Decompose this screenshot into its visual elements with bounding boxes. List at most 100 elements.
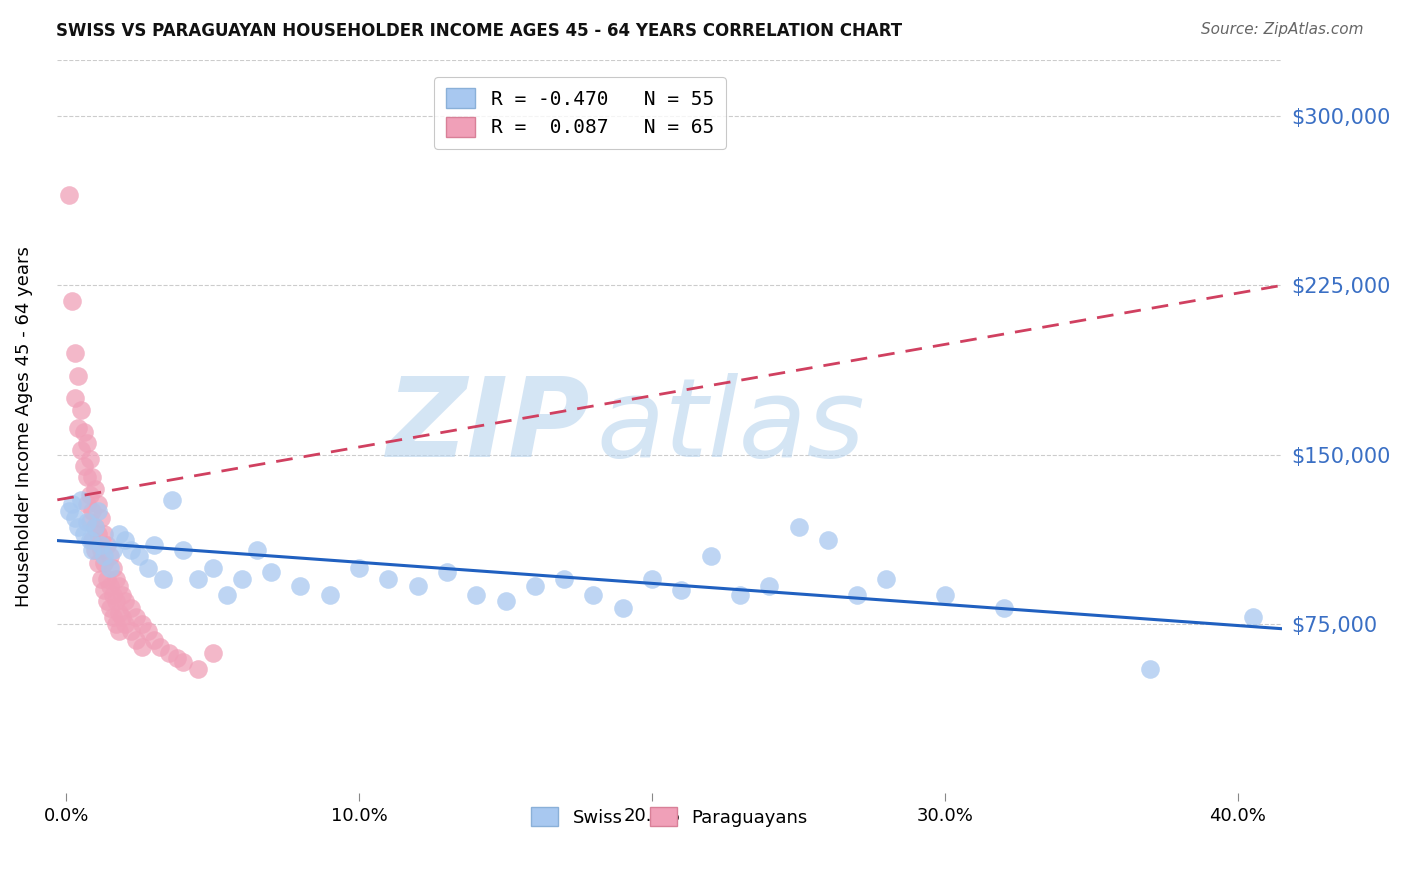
Point	[114, 594, 136, 608]
Point	[69, 402, 91, 417]
Point	[582, 588, 605, 602]
Point	[101, 588, 124, 602]
Point	[157, 646, 180, 660]
Point	[76, 436, 98, 450]
Point	[82, 504, 104, 518]
Point	[136, 624, 159, 638]
Point	[93, 549, 115, 564]
Point	[101, 560, 124, 574]
Point	[436, 565, 458, 579]
Point	[671, 583, 693, 598]
Point	[131, 640, 153, 654]
Point	[108, 606, 131, 620]
Point	[120, 601, 142, 615]
Point	[201, 560, 224, 574]
Point	[612, 601, 634, 615]
Point	[111, 588, 134, 602]
Point	[98, 560, 121, 574]
Point	[377, 572, 399, 586]
Point	[319, 588, 342, 602]
Point	[290, 579, 312, 593]
Point	[90, 572, 112, 586]
Point	[120, 542, 142, 557]
Point	[82, 542, 104, 557]
Point	[63, 346, 86, 360]
Text: ZIP: ZIP	[387, 373, 591, 480]
Point	[553, 572, 575, 586]
Point	[104, 572, 127, 586]
Point	[149, 640, 172, 654]
Point	[90, 542, 112, 557]
Point	[58, 504, 80, 518]
Point	[73, 425, 96, 439]
Point	[84, 542, 107, 557]
Point	[79, 516, 101, 530]
Point	[96, 594, 118, 608]
Point	[104, 617, 127, 632]
Point	[231, 572, 253, 586]
Point	[131, 617, 153, 632]
Point	[73, 458, 96, 473]
Point	[101, 542, 124, 557]
Point	[87, 526, 110, 541]
Point	[98, 579, 121, 593]
Point	[90, 538, 112, 552]
Point	[87, 497, 110, 511]
Point	[76, 497, 98, 511]
Point	[495, 594, 517, 608]
Point	[187, 572, 209, 586]
Text: SWISS VS PARAGUAYAN HOUSEHOLDER INCOME AGES 45 - 64 YEARS CORRELATION CHART: SWISS VS PARAGUAYAN HOUSEHOLDER INCOME A…	[56, 22, 903, 40]
Point	[114, 617, 136, 632]
Point	[523, 579, 546, 593]
Point	[993, 601, 1015, 615]
Point	[125, 610, 148, 624]
Point	[63, 511, 86, 525]
Point	[172, 542, 194, 557]
Point	[1139, 662, 1161, 676]
Point	[84, 520, 107, 534]
Point	[84, 520, 107, 534]
Point	[817, 533, 839, 548]
Point	[60, 497, 83, 511]
Point	[201, 646, 224, 660]
Point	[699, 549, 721, 564]
Point	[406, 579, 429, 593]
Point	[104, 594, 127, 608]
Point	[66, 420, 89, 434]
Point	[120, 624, 142, 638]
Point	[787, 520, 810, 534]
Point	[187, 662, 209, 676]
Point	[69, 492, 91, 507]
Point	[128, 549, 150, 564]
Point	[108, 526, 131, 541]
Point	[58, 188, 80, 202]
Point	[84, 482, 107, 496]
Point	[728, 588, 751, 602]
Point	[66, 520, 89, 534]
Point	[875, 572, 897, 586]
Point	[260, 565, 283, 579]
Point	[98, 549, 121, 564]
Point	[934, 588, 956, 602]
Point	[846, 588, 869, 602]
Point	[217, 588, 239, 602]
Point	[79, 533, 101, 548]
Point	[66, 368, 89, 383]
Point	[245, 542, 267, 557]
Point	[166, 651, 188, 665]
Text: Source: ZipAtlas.com: Source: ZipAtlas.com	[1201, 22, 1364, 37]
Point	[96, 572, 118, 586]
Point	[96, 538, 118, 552]
Point	[108, 624, 131, 638]
Point	[63, 391, 86, 405]
Point	[60, 294, 83, 309]
Point	[101, 610, 124, 624]
Point	[79, 488, 101, 502]
Y-axis label: Householder Income Ages 45 - 64 years: Householder Income Ages 45 - 64 years	[15, 246, 32, 607]
Point	[111, 610, 134, 624]
Point	[76, 516, 98, 530]
Point	[98, 601, 121, 615]
Point	[87, 504, 110, 518]
Point	[93, 583, 115, 598]
Point	[172, 656, 194, 670]
